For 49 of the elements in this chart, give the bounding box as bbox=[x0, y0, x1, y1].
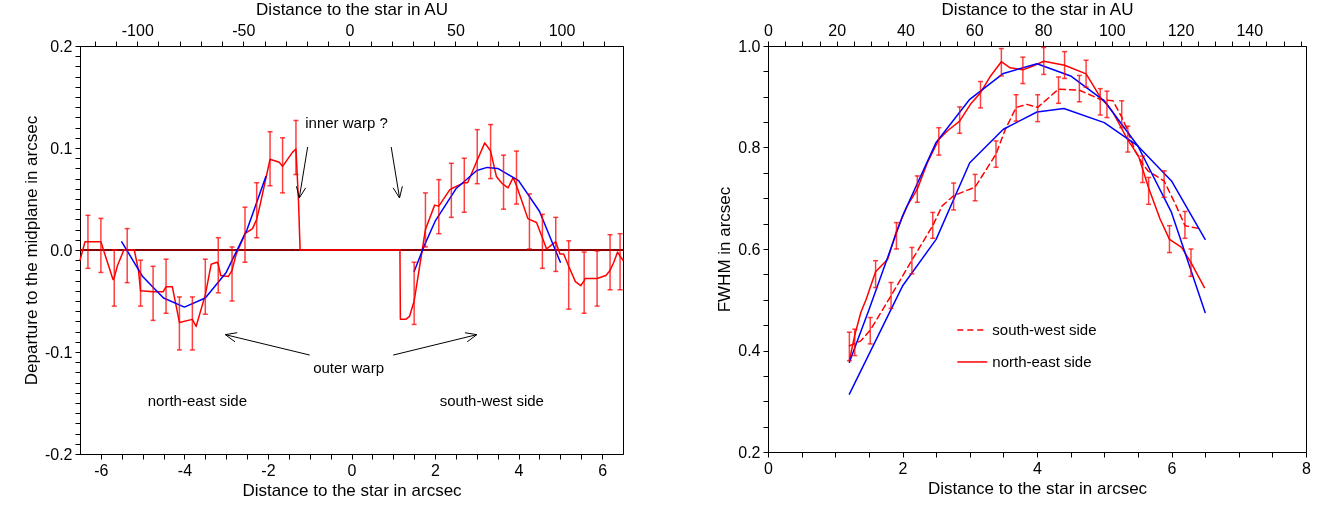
x2-tick-label: 100 bbox=[548, 21, 576, 39]
annotation: inner warp ? bbox=[305, 113, 388, 131]
x2-tick-label: 20 bbox=[828, 21, 847, 39]
x2-tick-label: 80 bbox=[1034, 21, 1053, 39]
x-tick-label: 8 bbox=[1302, 459, 1312, 477]
legend-label: north-east side bbox=[992, 352, 1092, 370]
x2-tick-label: 40 bbox=[897, 21, 916, 39]
annotation: outer warp bbox=[313, 359, 385, 377]
x2-tick-label: -100 bbox=[121, 21, 154, 39]
y-axis-title: FWHM in arcsec bbox=[715, 186, 735, 313]
y-tick-label: -0.1 bbox=[44, 343, 73, 361]
x2-tick-label: 140 bbox=[1236, 21, 1264, 39]
y-tick-label: 0.2 bbox=[50, 37, 73, 55]
x-tick-label: 4 bbox=[1033, 459, 1043, 477]
x2-tick-label: 50 bbox=[447, 21, 465, 39]
annotation: south-west side bbox=[439, 391, 544, 409]
x-axis-title: Distance to the star in arcsec bbox=[242, 480, 463, 500]
x-tick-label: -4 bbox=[177, 461, 193, 479]
y-tick-label: 0.2 bbox=[738, 443, 761, 461]
x-tick-label: -2 bbox=[261, 461, 276, 479]
y-tick-label: 0.4 bbox=[738, 342, 761, 359]
x-axis-title: Distance to the star in arcsec bbox=[927, 478, 1148, 498]
x-tick-label: 0 bbox=[347, 461, 357, 479]
y-axis-title: Departure to the midplane in arcsec bbox=[21, 115, 41, 386]
x-tick-label: 6 bbox=[1167, 459, 1177, 477]
x2-axis-title: Distance to the star in AU bbox=[256, 0, 448, 19]
y-tick-label: 0.8 bbox=[738, 139, 761, 156]
line-series bbox=[413, 166, 562, 273]
y-tick-label: -0.2 bbox=[44, 445, 73, 463]
x2-tick-label: 0 bbox=[345, 21, 355, 39]
x-tick-label: 2 bbox=[898, 459, 908, 477]
legend-label: south-west side bbox=[992, 320, 1097, 338]
x-tick-label: 4 bbox=[514, 461, 524, 479]
x-tick-label: 6 bbox=[598, 461, 608, 479]
x-tick-label: -6 bbox=[94, 461, 109, 479]
x2-tick-label: 120 bbox=[1167, 21, 1195, 39]
x2-tick-label: 0 bbox=[764, 21, 774, 39]
annotation: north-east side bbox=[147, 391, 247, 409]
x-tick-label: 0 bbox=[764, 459, 774, 477]
x-tick-label: 2 bbox=[431, 461, 441, 479]
y-tick-label: 0.1 bbox=[50, 139, 73, 157]
y-tick-label: 0.0 bbox=[50, 241, 73, 259]
x2-tick-label: 100 bbox=[1098, 21, 1126, 39]
line-series bbox=[121, 175, 267, 308]
x2-tick-label: 60 bbox=[965, 21, 984, 39]
y-tick-label: 0.6 bbox=[738, 240, 761, 258]
x2-axis-title: Distance to the star in AU bbox=[941, 0, 1134, 19]
x2-tick-label: -50 bbox=[232, 21, 256, 39]
y-tick-label: 1.0 bbox=[738, 37, 761, 55]
